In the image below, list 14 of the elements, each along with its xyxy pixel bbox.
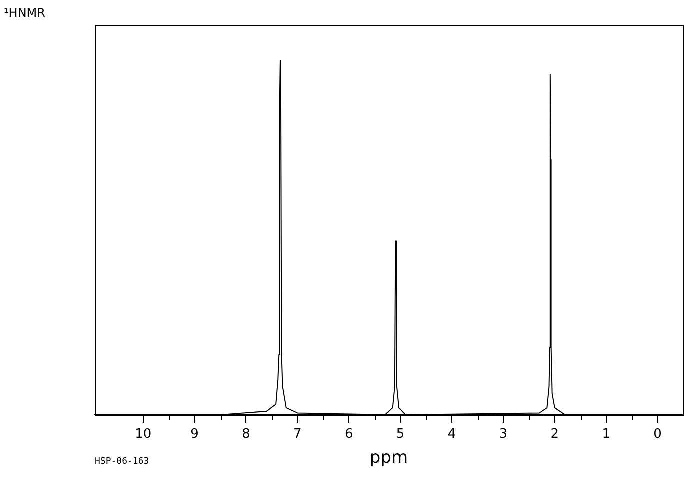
x-tick-label: 9	[190, 427, 199, 442]
x-tick-label: 8	[242, 427, 250, 442]
chart-title: ¹HNMR	[4, 6, 46, 20]
x-tick-label: 0	[654, 427, 662, 442]
x-tick-label: 1	[602, 427, 610, 442]
x-tick-label: 3	[499, 427, 508, 442]
x-tick-label: 6	[344, 427, 354, 442]
x-tick-label: 10	[135, 427, 152, 442]
x-tick-label: 4	[448, 427, 456, 442]
x-tick-label: 5	[396, 427, 405, 442]
x-axis-title: ppm	[370, 448, 408, 468]
x-tick-label: 7	[294, 427, 302, 442]
x-tick-label: 2	[550, 427, 560, 442]
text: HSP-06-163	[95, 457, 150, 467]
